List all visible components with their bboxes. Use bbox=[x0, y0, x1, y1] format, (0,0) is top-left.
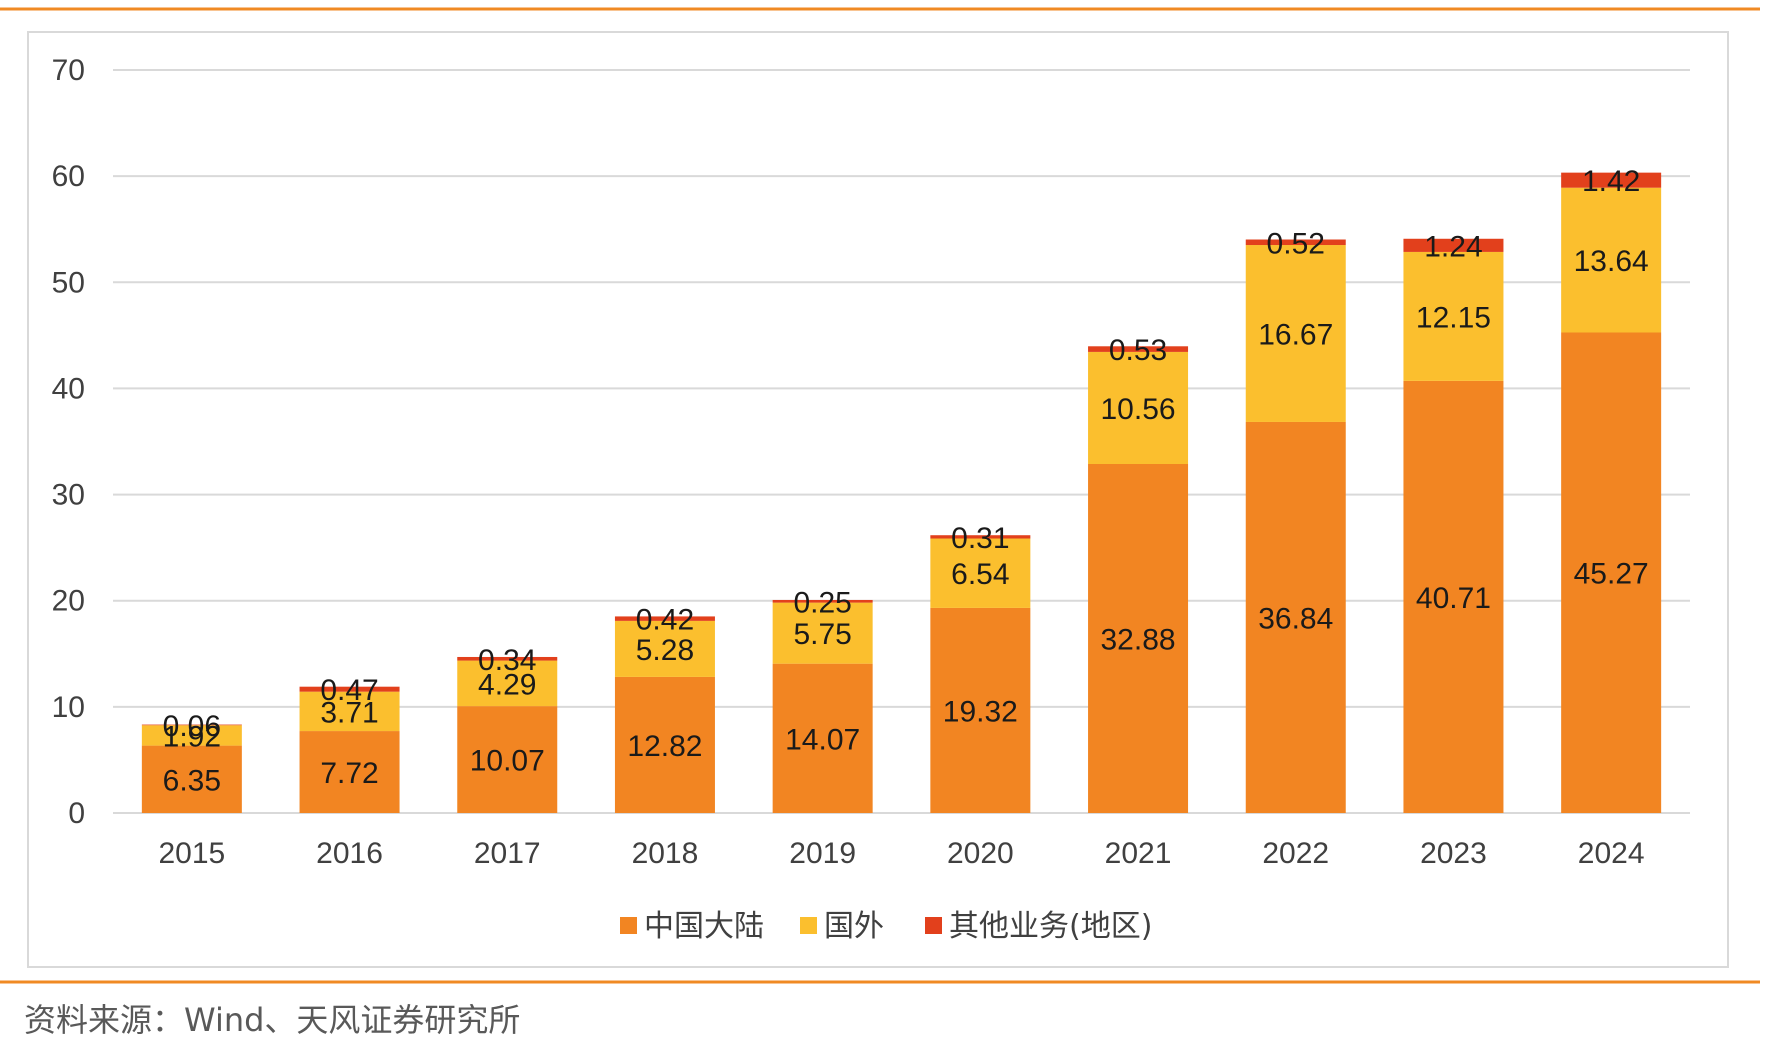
data-label-2020-series-1: 6.54 bbox=[951, 558, 1009, 591]
data-label-2022-series-2: 0.52 bbox=[1267, 227, 1325, 260]
bar-2023-series-2 bbox=[1403, 238, 1504, 252]
data-label-2015-series-1: 1.92 bbox=[163, 720, 221, 753]
legend: 中国大陆 国外 其他业务(地区) bbox=[620, 909, 1152, 944]
y-tick-label: 10 bbox=[52, 691, 85, 724]
x-tick-label-2016: 2016 bbox=[316, 837, 383, 870]
data-label-2015-series-2: 0.06 bbox=[163, 710, 221, 743]
x-tick-label-2022: 2022 bbox=[1262, 837, 1329, 870]
legend-label-1: 国外 bbox=[824, 909, 884, 944]
x-axis-ticks: 2015 2016 2017 2018 2019 2020 2021 2022 2023 2024 bbox=[158, 837, 1644, 870]
legend-label-2: 其他业务(地区) bbox=[949, 909, 1152, 944]
bar-2016-series-2 bbox=[299, 686, 400, 692]
bars bbox=[141, 172, 1662, 813]
data-label-2019-series-2: 0.25 bbox=[793, 586, 851, 619]
legend-swatch-2 bbox=[925, 917, 942, 934]
bar-2017-series-0 bbox=[457, 706, 558, 813]
data-label-2024-series-1: 13.64 bbox=[1574, 245, 1649, 278]
bar-2019-series-2 bbox=[772, 599, 873, 603]
legend-label-0: 中国大陆 bbox=[644, 909, 764, 944]
y-axis-ticks: 0 10 20 30 40 50 60 70 bbox=[52, 54, 85, 830]
data-label-2024-series-0: 45.27 bbox=[1574, 558, 1649, 591]
data-label-2016-series-0: 7.72 bbox=[320, 757, 378, 790]
bar-2019-series-0 bbox=[772, 663, 873, 813]
bar-2019-series-1 bbox=[772, 602, 873, 664]
bar-2023-series-0 bbox=[1403, 380, 1504, 813]
data-label-2018-series-0: 12.82 bbox=[627, 730, 702, 763]
x-tick-label-2023: 2023 bbox=[1420, 837, 1487, 870]
data-label-2017-series-2: 0.34 bbox=[478, 644, 536, 677]
data-label-2023-series-2: 1.24 bbox=[1424, 230, 1482, 263]
y-tick-label: 70 bbox=[52, 54, 85, 87]
data-label-2018-series-1: 5.28 bbox=[636, 634, 694, 667]
x-tick-label-2017: 2017 bbox=[474, 837, 541, 870]
x-tick-label-2021: 2021 bbox=[1105, 837, 1172, 870]
data-label-2016-series-1: 3.71 bbox=[320, 696, 378, 729]
bar-2020-series-2 bbox=[930, 535, 1031, 539]
bar-2022-series-1 bbox=[1245, 245, 1346, 422]
data-label-2022-series-1: 16.67 bbox=[1258, 318, 1333, 351]
data-label-2019-series-0: 14.07 bbox=[785, 723, 860, 756]
bar-2017-series-2 bbox=[457, 656, 558, 661]
bar-2018-series-0 bbox=[614, 676, 715, 813]
y-tick-label: 40 bbox=[52, 372, 85, 405]
x-tick-label-2020: 2020 bbox=[947, 837, 1014, 870]
bar-2021-series-0 bbox=[1088, 464, 1189, 813]
bar-2020-series-0 bbox=[930, 607, 1031, 813]
data-label-2020-series-2: 0.31 bbox=[951, 522, 1009, 555]
bar-2015-series-0 bbox=[141, 745, 242, 813]
bar-2023-series-1 bbox=[1403, 251, 1504, 381]
source-note: 资料来源：Wind、天风证券研究所 bbox=[24, 1001, 521, 1039]
y-tick-label: 50 bbox=[52, 266, 85, 299]
y-tick-label: 60 bbox=[52, 160, 85, 193]
y-tick-label: 0 bbox=[68, 797, 85, 830]
data-label-2021-series-2: 0.53 bbox=[1109, 334, 1167, 367]
data-label-2022-series-0: 36.84 bbox=[1258, 602, 1333, 635]
chart-frame bbox=[27, 31, 1729, 968]
data-label-2021-series-0: 32.88 bbox=[1101, 624, 1176, 657]
data-label-2023-series-1: 12.15 bbox=[1416, 301, 1491, 334]
data-label-2019-series-1: 5.75 bbox=[793, 618, 851, 651]
data-label-2017-series-0: 10.07 bbox=[470, 745, 545, 778]
x-tick-label-2024: 2024 bbox=[1578, 837, 1645, 870]
bar-2018-series-1 bbox=[614, 620, 715, 677]
x-tick-label-2018: 2018 bbox=[632, 837, 699, 870]
bar-2015-series-2 bbox=[141, 724, 242, 726]
bar-2024-series-1 bbox=[1561, 187, 1662, 333]
bar-2021-series-2 bbox=[1088, 346, 1189, 352]
data-label-2018-series-2: 0.42 bbox=[636, 604, 694, 637]
data-label-2015-series-0: 6.35 bbox=[163, 764, 221, 797]
y-tick-label: 30 bbox=[52, 479, 85, 512]
y-tick-label: 20 bbox=[52, 585, 85, 618]
bar-2022-series-2 bbox=[1245, 239, 1346, 246]
bar-2015-series-1 bbox=[141, 725, 242, 746]
data-label-2017-series-1: 4.29 bbox=[478, 668, 536, 701]
data-label-2024-series-2: 1.42 bbox=[1582, 165, 1640, 198]
bar-2018-series-2 bbox=[614, 616, 715, 621]
data-label-2023-series-0: 40.71 bbox=[1416, 582, 1491, 615]
x-tick-label-2015: 2015 bbox=[158, 837, 225, 870]
bar-2017-series-1 bbox=[457, 660, 558, 707]
bar-2022-series-0 bbox=[1245, 421, 1346, 813]
data-label-2021-series-1: 10.56 bbox=[1101, 393, 1176, 426]
legend-swatch-0 bbox=[620, 917, 637, 934]
bar-2020-series-1 bbox=[930, 538, 1031, 608]
bar-2021-series-1 bbox=[1088, 351, 1189, 465]
bar-2024-series-2 bbox=[1561, 172, 1662, 188]
data-label-2020-series-0: 19.32 bbox=[943, 695, 1018, 728]
bar-2016-series-1 bbox=[299, 691, 400, 732]
bar-2024-series-0 bbox=[1561, 332, 1662, 813]
bar-2016-series-0 bbox=[299, 731, 400, 813]
data-labels: 6.35 1.920.06 7.72 3.710.47 10.07 4.290.34 12.… bbox=[163, 165, 1649, 797]
x-tick-label-2019: 2019 bbox=[789, 837, 856, 870]
data-label-2016-series-2: 0.47 bbox=[320, 674, 378, 707]
legend-swatch-1 bbox=[800, 917, 817, 934]
